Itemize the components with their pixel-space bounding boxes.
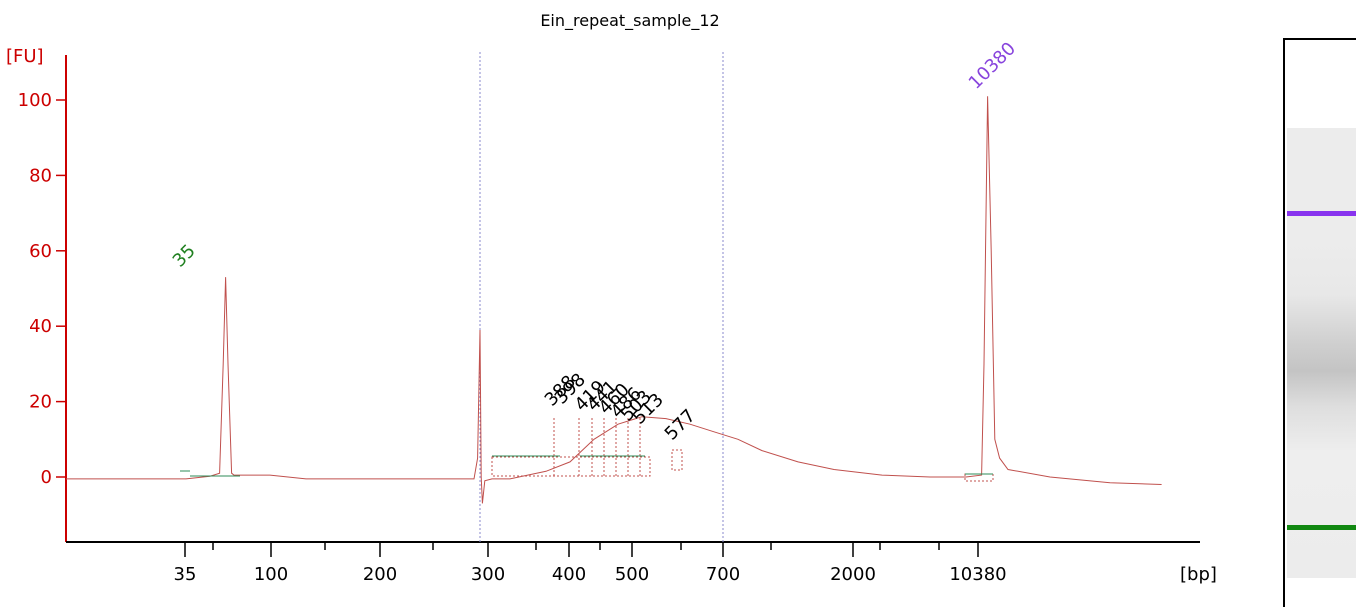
y-tick-label: 20 (29, 392, 52, 413)
x-tick-label: 35 (174, 564, 197, 585)
x-tick-label: 200 (363, 564, 397, 585)
lower-marker-band (1287, 525, 1356, 530)
gel-image-panel (1283, 38, 1356, 607)
chart-title: Ein_repeat_sample_12 (540, 11, 719, 31)
plot-area: 0 20 40 60 80 100 35 100 200 300 400 500 700 2000 1038… (18, 38, 1200, 585)
x-tick-label: 300 (471, 564, 505, 585)
peak-label: 577 (661, 405, 700, 444)
y-axis-label: [FU] (6, 46, 44, 67)
peak-label: 35 (169, 240, 200, 271)
x-tick-label: 2000 (830, 564, 876, 585)
gel-lane (1287, 128, 1356, 578)
smear-region (491, 456, 651, 477)
upper-marker-band (1287, 211, 1356, 216)
y-tick-label: 0 (41, 467, 52, 488)
x-tick-label: 500 (615, 564, 649, 585)
x-tick-label: 10380 (949, 564, 1006, 585)
x-tick-label: 400 (552, 564, 586, 585)
peak-region (671, 449, 683, 471)
y-tick-label: 60 (29, 241, 52, 262)
y-tick-label: 40 (29, 316, 52, 337)
y-tick-label: 100 (18, 90, 52, 111)
x-tick-label: 700 (706, 564, 740, 585)
x-axis-label: [bp] (1180, 564, 1217, 585)
electropherogram-trace (66, 96, 1162, 504)
peak-label: 10380 (965, 38, 1020, 93)
x-tick-label: 100 (254, 564, 288, 585)
y-tick-label: 80 (29, 165, 52, 186)
